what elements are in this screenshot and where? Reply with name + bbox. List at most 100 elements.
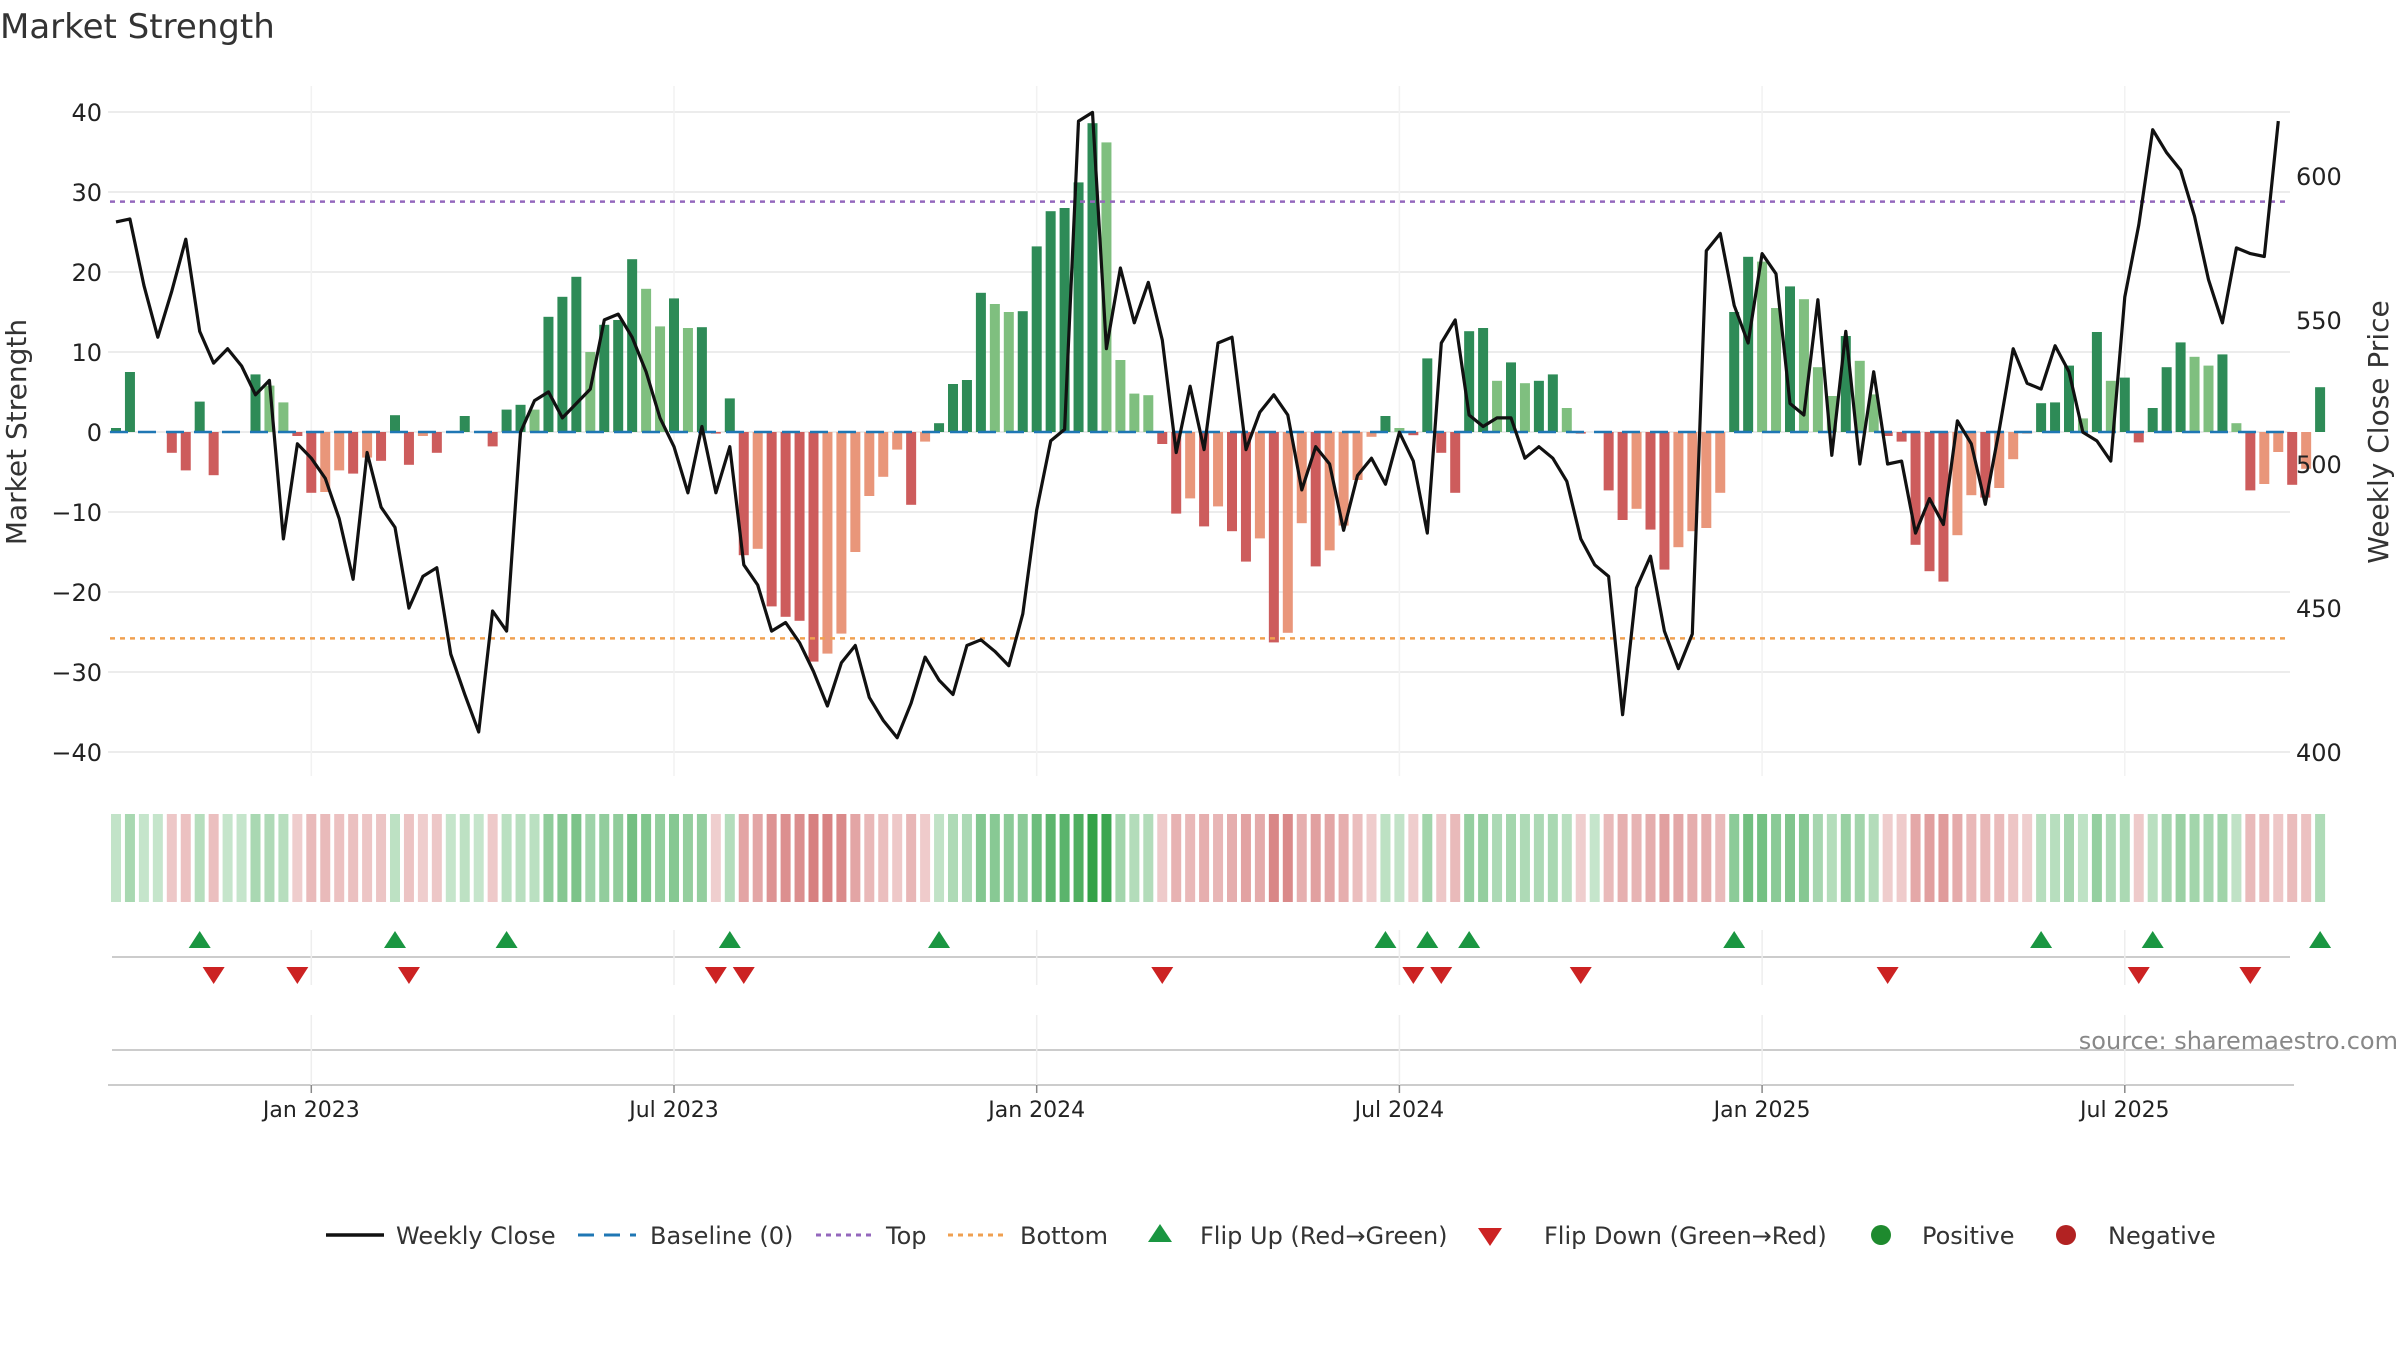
strength-bar — [682, 328, 693, 432]
heatmap-cell — [1213, 814, 1224, 902]
heatmap-cell — [892, 814, 903, 902]
strength-bar — [1450, 432, 1461, 493]
flip-up-marker — [1723, 931, 1746, 948]
strength-bar — [696, 327, 707, 432]
strength-bar — [515, 404, 526, 432]
heatmap-cell — [1003, 814, 1014, 902]
heatmap-cell — [1994, 814, 2005, 902]
heatmap-cell — [1296, 814, 1307, 902]
heatmap-cell — [934, 814, 945, 902]
strength-bar — [892, 432, 903, 450]
strength-bar — [1980, 432, 1991, 498]
strength-bar — [1478, 328, 1489, 432]
strength-bar — [1896, 432, 1907, 442]
flip-down-marker — [732, 967, 755, 984]
strength-bar — [1868, 394, 1879, 432]
heatmap-cell — [459, 814, 470, 902]
strength-bar — [1213, 432, 1224, 507]
left-tick-label: 10 — [71, 339, 102, 367]
flip-down-marker — [397, 967, 420, 984]
legend-bottom-label: Bottom — [1020, 1222, 1108, 1250]
time-tick-label: Jul 2023 — [627, 1098, 719, 1123]
left-tick-label: −30 — [51, 659, 102, 687]
legend-flip-up-icon — [1148, 1224, 1172, 1242]
legend-negative-icon — [2056, 1225, 2076, 1245]
heatmap-cell — [571, 814, 582, 902]
heatmap-cell — [1380, 814, 1391, 902]
strength-bar — [1101, 142, 1112, 432]
heatmap-cell — [696, 814, 707, 902]
heatmap-cell — [1073, 814, 1084, 902]
heatmap-cell — [836, 814, 847, 902]
strength-bar — [1380, 416, 1391, 432]
heatmap-cell — [808, 814, 819, 902]
heatmap-cell — [1743, 814, 1754, 902]
flip-up-marker — [1458, 931, 1481, 948]
heatmap-cell — [920, 814, 931, 902]
heatmap-cell — [348, 814, 359, 902]
heatmap-cell — [487, 814, 498, 902]
heatmap-cell — [390, 814, 400, 902]
legend: Weekly Close Baseline (0) Top Bottom Fli… — [326, 1222, 2216, 1250]
strength-bar — [1506, 362, 1516, 432]
heatmap-cell — [794, 814, 805, 902]
heatmap-cell — [1966, 814, 1977, 902]
strength-bar — [557, 296, 568, 432]
heatmap-cell — [2077, 814, 2088, 902]
legend-flip-up-label: Flip Up (Red→Green) — [1200, 1222, 1448, 1250]
heatmap-cell — [1575, 814, 1586, 902]
strength-bar — [1227, 432, 1237, 532]
strength-bar — [2050, 402, 2061, 432]
heatmap-cell — [850, 814, 861, 902]
heatmap-cell — [1589, 814, 1600, 902]
strength-bar — [208, 432, 219, 476]
strength-bar — [487, 432, 498, 447]
strength-bar — [2315, 387, 2326, 432]
right-tick-label: 400 — [2296, 739, 2342, 767]
heatmap-cell — [1422, 814, 1433, 902]
heatmap-cell — [2245, 814, 2256, 902]
heatmap-cell — [2133, 814, 2144, 902]
heatmap-cell — [515, 814, 526, 902]
strength-bar — [1408, 432, 1419, 436]
heatmap-cell — [738, 814, 749, 902]
strength-bar — [417, 432, 428, 436]
strength-bar — [348, 432, 359, 474]
left-tick-label: 30 — [71, 179, 102, 207]
heatmap-cell — [1115, 814, 1126, 902]
strength-bar — [1157, 432, 1168, 444]
heatmap-cell — [2008, 814, 2019, 902]
flip-up-marker — [1416, 931, 1439, 948]
heatmap-cell — [1603, 814, 1614, 902]
strength-bar — [459, 416, 470, 432]
heatmap-cell — [2175, 814, 2186, 902]
heatmap-cell — [208, 814, 219, 902]
strength-bar — [166, 432, 177, 453]
heatmap-cell — [1059, 814, 1070, 902]
heatmap-cell — [2036, 814, 2047, 902]
heatmap-cell — [152, 814, 163, 902]
strength-bar — [1840, 336, 1851, 432]
heatmap-cell — [1673, 814, 1684, 902]
strength-bar — [878, 432, 889, 477]
strength-bar — [2119, 377, 2130, 432]
right-tick-label: 500 — [2296, 451, 2342, 479]
heatmap-cell — [780, 814, 791, 902]
heatmap-cell — [961, 814, 972, 902]
heatmap-cell — [1715, 814, 1726, 902]
strength-bar — [278, 402, 289, 432]
flip-up-marker — [2141, 931, 2164, 948]
strength-bar — [1115, 360, 1126, 432]
strength-bar — [822, 432, 833, 654]
strength-bar — [1673, 432, 1684, 548]
left-tick-label: 40 — [71, 99, 102, 127]
strength-bar — [362, 432, 373, 458]
strength-bar — [292, 432, 303, 436]
heatmap-cell — [1017, 814, 1028, 902]
strength-bar — [1882, 432, 1893, 436]
heatmap-cell — [2105, 814, 2116, 902]
strength-bar — [1338, 432, 1349, 526]
heatmap-cell — [236, 814, 247, 902]
strength-bar — [1952, 432, 1963, 536]
flip-up-marker — [188, 931, 211, 948]
